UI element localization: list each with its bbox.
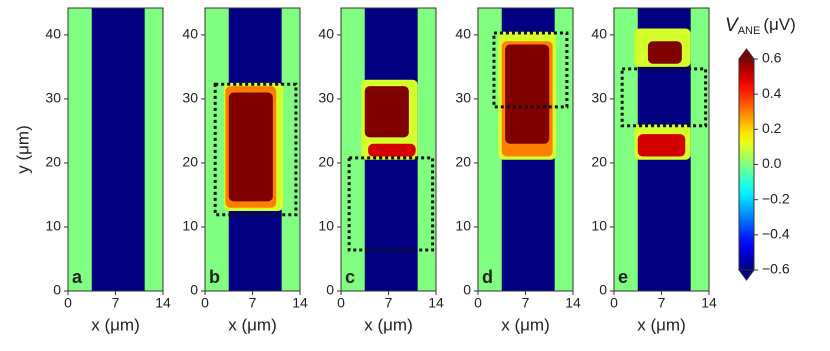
subscript: ANE	[738, 25, 761, 37]
x-tick-label: 0	[64, 295, 72, 311]
heat-region	[505, 44, 550, 144]
x-tick-label: 14	[428, 295, 444, 311]
y-tick-label: 20	[182, 154, 198, 170]
y-tick-label: 10	[455, 218, 471, 234]
y-tick-label: 10	[591, 218, 607, 234]
y-tick-label: 0	[53, 282, 61, 298]
x-tick-label: 0	[610, 295, 618, 311]
panel-label: a	[72, 267, 83, 287]
heatmap	[205, 8, 300, 291]
panel-label: b	[209, 267, 220, 287]
y-tick-label: 40	[591, 26, 607, 42]
colorbar-extend-top	[738, 48, 755, 60]
colorbar-tick-label: 0.6	[762, 50, 782, 66]
x-tick-label: 7	[658, 295, 666, 311]
colorbar-tick-label: −0.4	[762, 226, 790, 242]
x-tick-label: 0	[337, 295, 345, 311]
highlight-box	[347, 156, 435, 252]
x-tick-label: 7	[112, 295, 120, 311]
heatmap	[341, 8, 436, 291]
y-axis-label: y (μm)	[13, 125, 32, 174]
y-tick-label: 20	[45, 154, 61, 170]
symbol: V	[725, 15, 740, 36]
heatmap	[614, 8, 709, 291]
y-tick-label: 0	[190, 282, 198, 298]
y-tick-label: 40	[45, 26, 61, 42]
y-tick-label: 0	[326, 282, 334, 298]
colorbar-title: VANE (μV)	[725, 15, 796, 37]
x-tick-label: 7	[249, 295, 257, 311]
y-tick-label: 30	[591, 90, 607, 106]
x-axis-label: x (μm)	[228, 315, 277, 334]
y-tick-label: 40	[318, 26, 334, 42]
x-tick-label: 14	[565, 295, 581, 311]
heat-region	[228, 92, 273, 202]
y-tick-label: 30	[182, 90, 198, 106]
panel-label: d	[482, 267, 493, 287]
y-tick-label: 20	[318, 154, 334, 170]
y-tick-label: 20	[591, 154, 607, 170]
heat-region	[647, 41, 682, 64]
x-tick-label: 0	[201, 295, 209, 311]
unit: (μV)	[763, 15, 795, 34]
y-tick-label: 20	[455, 154, 471, 170]
x-axis-label: x (μm)	[364, 315, 413, 334]
y-tick-label: 0	[463, 282, 471, 298]
heat-region	[91, 8, 145, 291]
heatmap	[68, 8, 163, 291]
y-tick-label: 40	[455, 26, 471, 42]
x-tick-label: 14	[701, 295, 717, 311]
highlight-box	[213, 82, 298, 217]
panel-label: e	[618, 267, 628, 287]
y-tick-label: 30	[318, 90, 334, 106]
x-tick-label: 0	[474, 295, 482, 311]
y-tick-label: 30	[45, 90, 61, 106]
heat-region	[637, 134, 686, 157]
panel-label: c	[345, 267, 355, 287]
heat-region	[368, 143, 416, 157]
x-axis-label: x (μm)	[501, 315, 550, 334]
colorbar-extend-bottom	[738, 269, 755, 281]
heat-region	[364, 86, 409, 138]
highlight-box	[492, 31, 569, 109]
colorbar-tick-label: 0.2	[762, 120, 782, 136]
x-tick-label: 7	[522, 295, 530, 311]
x-tick-label: 14	[292, 295, 308, 311]
x-axis-label: x (μm)	[91, 315, 140, 334]
y-tick-label: 0	[599, 282, 607, 298]
colorbar-tick-label: −0.2	[762, 190, 790, 206]
x-tick-label: 14	[155, 295, 171, 311]
y-tick-label: 10	[45, 218, 61, 234]
colorbar-tick-label: 0.4	[762, 85, 782, 101]
colorbar	[738, 58, 755, 271]
y-tick-label: 40	[182, 26, 198, 42]
highlight-box	[620, 67, 708, 128]
colorbar-tick-label: 0.0	[762, 155, 782, 171]
x-tick-label: 7	[385, 295, 393, 311]
heatmap	[478, 8, 573, 291]
colorbar-tick-label: −0.6	[762, 261, 790, 277]
y-tick-label: 10	[318, 218, 334, 234]
x-axis-label: x (μm)	[637, 315, 686, 334]
y-tick-label: 30	[455, 90, 471, 106]
y-tick-label: 10	[182, 218, 198, 234]
